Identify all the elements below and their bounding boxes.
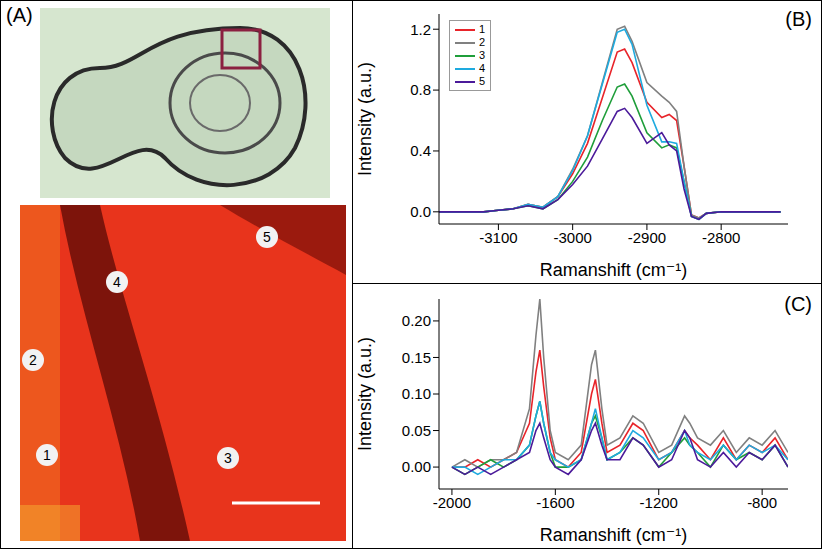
svg-text:0.00: 0.00 [402, 458, 431, 475]
svg-text:2: 2 [29, 352, 37, 368]
svg-text:Ramanshift (cm⁻¹): Ramanshift (cm⁻¹) [540, 525, 688, 545]
svg-text:-1200: -1200 [640, 494, 678, 511]
html-text:2: 2 [479, 36, 486, 48]
svg-text:-3000: -3000 [553, 229, 591, 246]
svg-text:3: 3 [224, 450, 232, 466]
html-text:3: 3 [479, 49, 486, 61]
html-text:5: 5 [479, 75, 486, 87]
html-text:(A): (A) [6, 4, 33, 26]
svg-text:0.0: 0.0 [410, 203, 431, 220]
svg-text:0.20: 0.20 [402, 312, 431, 329]
html-text:(B): (B) [785, 8, 812, 30]
svg-text:0.8: 0.8 [410, 81, 431, 98]
html-text:(C): (C) [784, 293, 812, 315]
svg-text:-3100: -3100 [479, 229, 517, 246]
svg-text:-1600: -1600 [536, 494, 574, 511]
svg-text:-800: -800 [747, 494, 777, 511]
svg-text:1: 1 [43, 447, 51, 463]
svg-text:4: 4 [113, 274, 121, 290]
svg-text:0.10: 0.10 [402, 385, 431, 402]
svg-text:Intensity (a.u.): Intensity (a.u.) [356, 62, 375, 176]
html-text:1: 1 [479, 23, 486, 35]
svg-text:5: 5 [263, 229, 271, 245]
svg-text:-2800: -2800 [702, 229, 740, 246]
html-text:4: 4 [479, 62, 486, 74]
svg-text:Intensity (a.u.): Intensity (a.u.) [356, 337, 375, 451]
svg-text:0.15: 0.15 [402, 349, 431, 366]
svg-text:0.4: 0.4 [410, 142, 431, 159]
svg-text:0.05: 0.05 [402, 422, 431, 439]
svg-text:-2000: -2000 [433, 494, 471, 511]
svg-text:-2900: -2900 [628, 229, 666, 246]
svg-text:Ramanshift (cm⁻¹): Ramanshift (cm⁻¹) [540, 260, 688, 280]
svg-text:1.2: 1.2 [410, 21, 431, 38]
